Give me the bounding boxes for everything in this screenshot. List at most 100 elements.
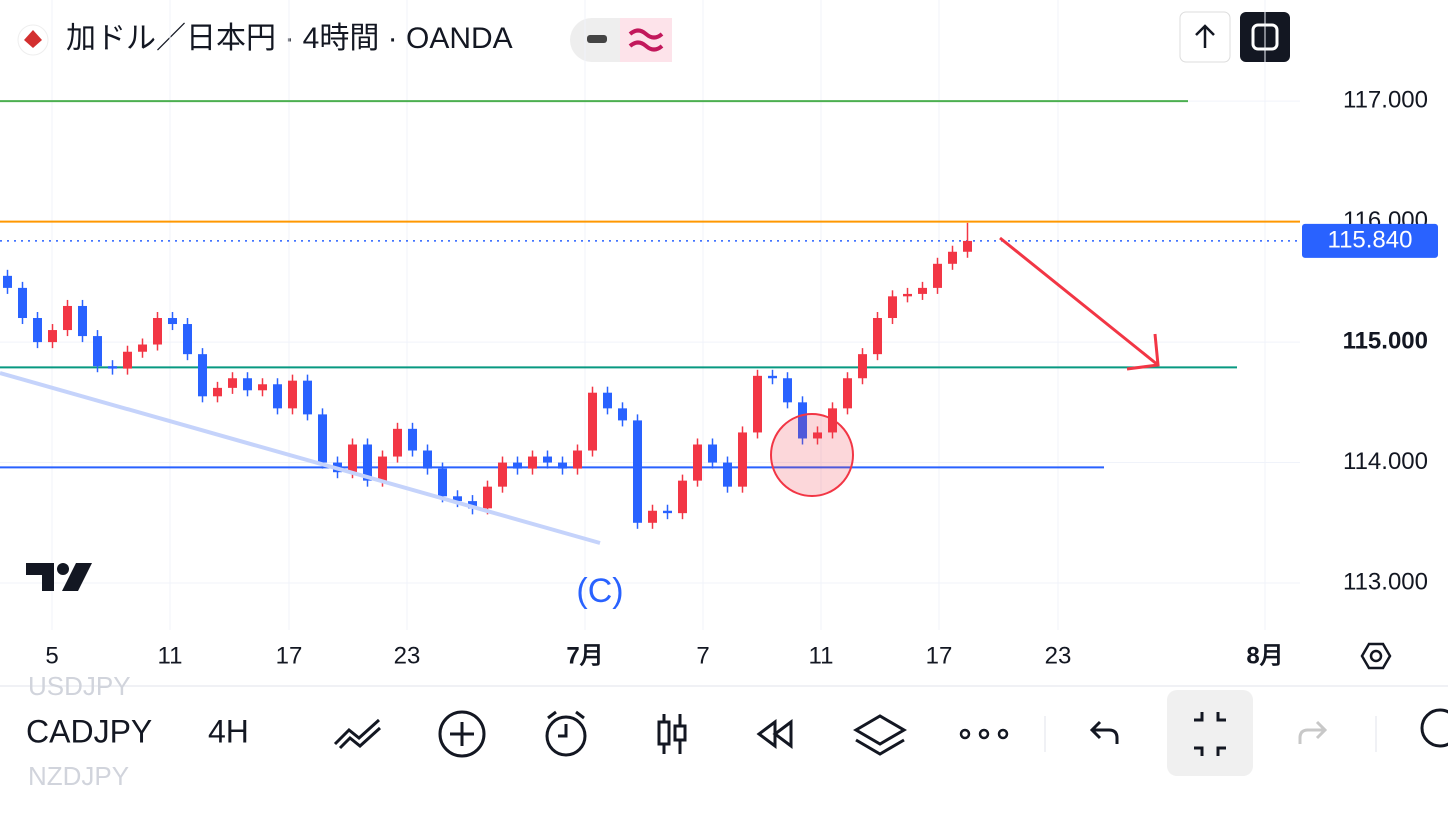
candle-body: [123, 351, 132, 369]
candle-body: [618, 408, 627, 421]
x-tick-label: 11: [809, 642, 834, 669]
candle-body: [228, 378, 237, 388]
candle-body: [483, 486, 492, 509]
candle-body: [633, 420, 642, 523]
candle-body: [738, 432, 747, 487]
candle-body: [273, 384, 282, 409]
symbol-button[interactable]: CADJPY: [26, 713, 152, 749]
x-tick-label: 23: [394, 642, 421, 669]
candle-body: [693, 444, 702, 481]
last-price-tag: [1302, 223, 1438, 258]
more-dot[interactable]: [959, 728, 971, 740]
layers-icon[interactable]: [853, 714, 907, 756]
candle-body: [318, 414, 327, 463]
candle-body: [423, 450, 432, 469]
prev-symbol[interactable]: USDJPY: [28, 671, 131, 701]
candle-body: [513, 462, 522, 469]
redo-icon[interactable]: [1298, 720, 1328, 744]
x-tick-label: 8月: [1246, 642, 1283, 669]
candle-body: [873, 318, 882, 355]
candle-body: [948, 251, 957, 264]
arrow-up-icon: [1195, 24, 1215, 48]
candle-body: [78, 305, 87, 337]
candle-body: [888, 296, 897, 319]
candle-body: [408, 428, 417, 451]
candle-body: [648, 510, 657, 523]
add-plus: [450, 722, 474, 746]
candle-body: [543, 456, 552, 463]
candle-body: [303, 380, 312, 415]
candle-body: [168, 318, 177, 325]
candle-body: [768, 375, 777, 379]
candle-body: [3, 275, 12, 288]
candle-body: [588, 392, 597, 451]
add-icon[interactable]: [438, 710, 486, 758]
y-tick-label: 114.000: [1343, 448, 1428, 475]
candle-body: [753, 375, 762, 433]
candle-body: [93, 336, 102, 367]
axis-settings-center: [1369, 649, 1383, 663]
x-tick-label: 11: [158, 642, 183, 669]
x-tick-label: 5: [45, 642, 58, 669]
candle-body: [678, 480, 687, 514]
x-tick-label: 7: [696, 642, 709, 669]
candle-body: [288, 380, 297, 409]
flag-leaf: [24, 30, 42, 48]
candle-body: [663, 510, 672, 514]
candle-body: [798, 402, 807, 439]
candle-body: [33, 318, 42, 343]
candle-body: [918, 287, 927, 294]
candle-body: [933, 263, 942, 288]
candle-body: [573, 450, 582, 469]
x-tick-label: 17: [926, 642, 953, 669]
last-price-label: 115.840: [1328, 226, 1413, 253]
trend-line: [0, 371, 601, 545]
collapse-icon: [1194, 712, 1226, 756]
status-pill-right: [620, 18, 672, 62]
candle-body: [213, 387, 222, 397]
axis-settings[interactable]: [1360, 642, 1392, 670]
wave-label: (C): [576, 572, 623, 610]
y-tick-label: 115.000: [1343, 327, 1428, 354]
y-tick-label: 117.000: [1343, 87, 1428, 114]
candle-body: [453, 496, 462, 502]
candle-body: [393, 428, 402, 457]
tv-logo-dot: [57, 563, 69, 575]
candle-body: [258, 384, 267, 391]
tv-logo: [26, 563, 92, 591]
candle-body: [198, 354, 207, 397]
chart-type-body: [657, 720, 671, 746]
x-tick-label: 17: [276, 642, 303, 669]
next-symbol[interactable]: NZDJPY: [28, 761, 129, 791]
undo-icon[interactable]: [1089, 720, 1119, 744]
collapse-button[interactable]: [1167, 690, 1253, 776]
ideas-icon[interactable]: [1420, 708, 1448, 748]
highlight-circle: [770, 413, 854, 497]
chart-type-body2: [673, 724, 687, 742]
status-wave: [628, 28, 664, 52]
x-tick-label: 7月: [566, 642, 603, 669]
candle-body: [723, 462, 732, 487]
y-tick-label: 113.000: [1343, 568, 1428, 595]
alert-icon[interactable]: [545, 715, 587, 757]
forecast-arrow: [999, 236, 1160, 371]
candle-body: [63, 305, 72, 331]
interval-button[interactable]: 4H: [208, 713, 249, 749]
candle-body: [708, 444, 717, 463]
candle-body: [108, 366, 117, 369]
candle-body: [903, 293, 912, 297]
replay-icon[interactable]: [756, 719, 793, 749]
candle-body: [138, 344, 147, 352]
candle-body: [963, 240, 972, 252]
more-dot: [978, 728, 990, 740]
candle-body: [603, 392, 612, 409]
candle-body: [348, 444, 357, 473]
alert-hands: [547, 710, 585, 738]
candle-body: [528, 456, 537, 469]
indicators-icon[interactable]: [333, 718, 382, 750]
candle-body: [498, 462, 507, 487]
candle-body: [783, 378, 792, 403]
x-tick-label: 23: [1045, 642, 1072, 669]
candle-body: [243, 378, 252, 391]
more-dot: [997, 728, 1009, 740]
